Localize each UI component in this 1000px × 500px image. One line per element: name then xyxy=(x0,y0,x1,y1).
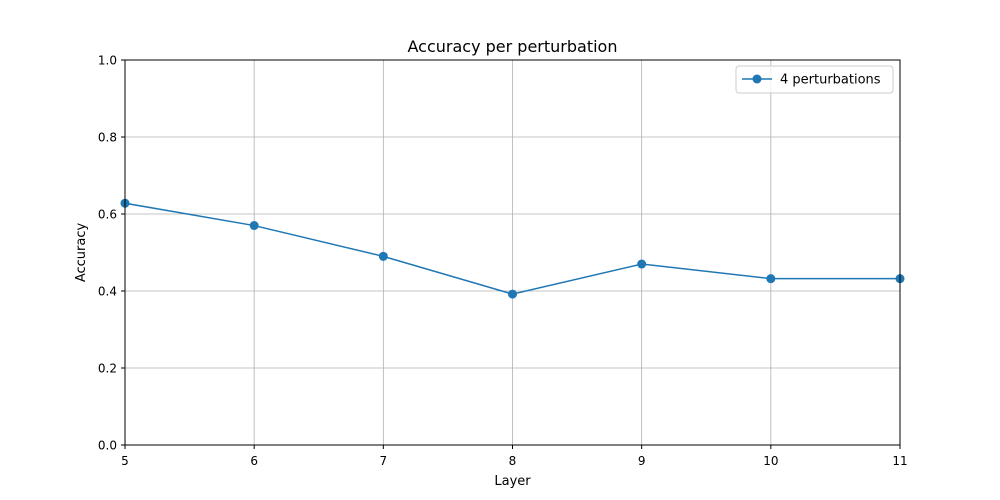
y-axis-label: Accuracy xyxy=(74,223,89,283)
x-tick-label: 7 xyxy=(380,454,388,468)
x-tick-label: 11 xyxy=(892,454,907,468)
legend: 4 perturbations xyxy=(735,65,894,94)
data-point xyxy=(249,221,259,231)
legend-label: 4 perturbations xyxy=(780,73,881,88)
y-tick-label: 0.0 xyxy=(98,439,117,453)
data-point xyxy=(378,251,388,261)
x-tick-label: 5 xyxy=(121,454,129,468)
x-axis-label: Layer xyxy=(494,474,531,489)
legend-marker-sample xyxy=(752,74,762,84)
series-layer xyxy=(120,198,905,299)
x-tick-label: 8 xyxy=(509,454,517,468)
data-point xyxy=(508,289,517,299)
ticks: 5 6 7 8 9 10 11 0.0 0.2 0.4 0.6 0.8 1.0 xyxy=(98,54,908,469)
x-tick-label: 9 xyxy=(638,454,646,468)
y-tick-label: 0.4 xyxy=(98,285,117,299)
data-point xyxy=(766,274,776,284)
x-tick-label: 6 xyxy=(250,454,258,468)
data-point xyxy=(637,259,647,269)
y-tick-label: 0.6 xyxy=(98,208,117,222)
legend-box xyxy=(735,65,894,94)
y-tick-label: 0.8 xyxy=(98,131,117,145)
y-tick-label: 1.0 xyxy=(98,54,117,68)
y-tick-label: 0.2 xyxy=(98,362,117,376)
chart-title: Accuracy per perturbation xyxy=(408,37,618,56)
x-tick-label: 10 xyxy=(763,454,778,468)
